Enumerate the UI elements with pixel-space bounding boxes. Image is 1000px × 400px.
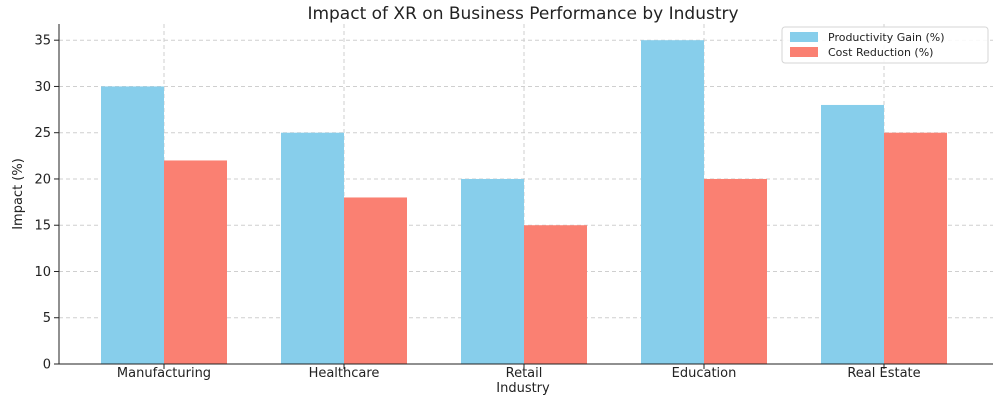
y-tick-label: 20	[34, 172, 51, 187]
bar-productivity-retail	[461, 178, 524, 364]
y-tick-label: 5	[43, 311, 51, 326]
x-tick-label: Retail	[506, 366, 543, 381]
x-tick-label: Healthcare	[309, 366, 380, 381]
legend-swatch-cost	[790, 47, 818, 57]
x-tick-labels: Manufacturing Healthcare Retail Education Re…	[117, 366, 921, 381]
x-axis-label: Industry	[496, 381, 550, 396]
bars	[101, 40, 947, 365]
y-tick-label: 25	[34, 126, 51, 141]
legend-frame	[781, 26, 989, 64]
y-tick-label: 10	[34, 265, 51, 280]
bar-cost-healthcare	[344, 197, 407, 364]
y-tick-label: 30	[34, 80, 51, 95]
y-tick-label: 0	[43, 358, 51, 373]
x-tick-label: Real Estate	[847, 366, 920, 381]
bar-cost-manufacturing	[164, 160, 227, 364]
y-tick-label: 15	[34, 219, 51, 234]
x-tick-label: Education	[672, 366, 737, 381]
bar-productivity-education	[641, 40, 704, 364]
legend: Productivity Gain (%) Cost Reduction (%)	[781, 26, 989, 64]
x-tick-label: Manufacturing	[117, 366, 211, 381]
bar-productivity-real-estate	[821, 104, 884, 364]
y-tick-label: 35	[34, 34, 51, 49]
bar-cost-retail	[524, 225, 587, 364]
legend-label-productivity: Productivity Gain (%)	[828, 31, 945, 44]
bar-cost-education	[704, 178, 767, 364]
y-axis-label: Impact (%)	[11, 158, 26, 230]
legend-swatch-productivity	[790, 32, 818, 42]
bar-productivity-manufacturing	[101, 86, 164, 365]
legend-label-cost: Cost Reduction (%)	[828, 46, 933, 59]
bar-productivity-healthcare	[281, 132, 344, 364]
y-tick-labels: 0 5 10 15 20 25 30 35	[34, 34, 51, 373]
bar-cost-real-estate	[884, 132, 947, 364]
chart-title: Impact of XR on Business Performance by …	[307, 4, 738, 24]
axes	[54, 24, 993, 369]
